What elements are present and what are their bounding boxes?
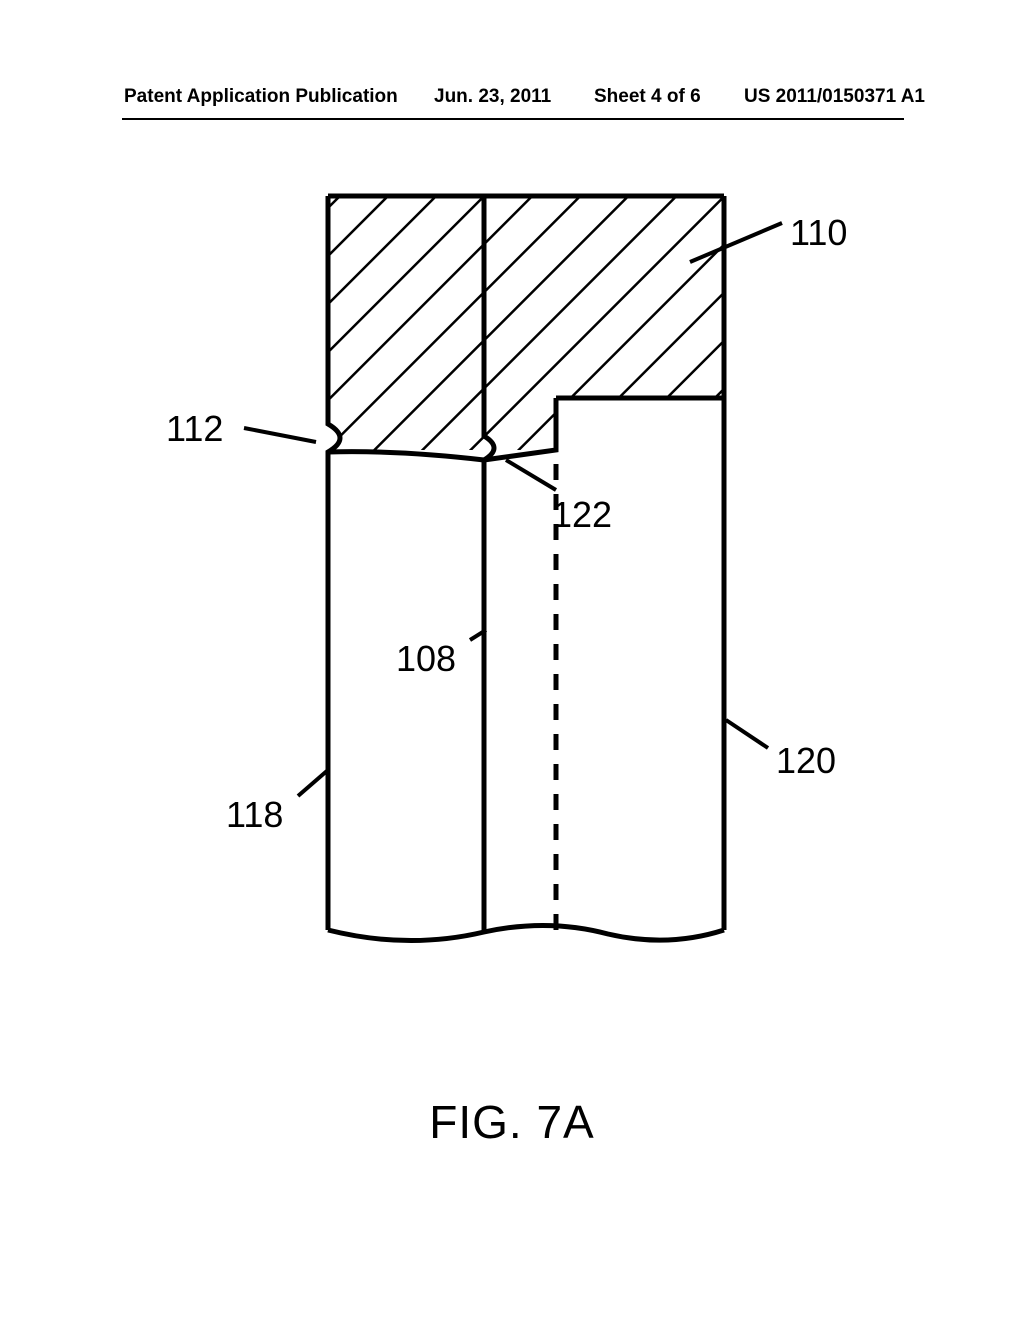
label-122: 122	[552, 494, 612, 536]
header-date: Jun. 23, 2011	[434, 86, 551, 108]
label-108: 108	[396, 638, 456, 680]
header-patent-no: US 2011/0150371 A1	[744, 86, 925, 108]
leader-112	[244, 428, 316, 442]
label-120: 120	[776, 740, 836, 782]
header-publication: Patent Application Publication	[124, 86, 398, 108]
header-sheet: Sheet 4 of 6	[594, 86, 701, 108]
figure-caption: FIG. 7A	[0, 1095, 1024, 1149]
label-118: 118	[226, 794, 283, 836]
patent-header: Patent Application Publication Jun. 23, …	[0, 86, 1024, 114]
edge-bottom-broken	[328, 925, 724, 940]
hatched-region	[328, 196, 724, 450]
figure-svg	[248, 190, 808, 1040]
leader-122	[506, 460, 556, 490]
leader-118	[298, 770, 328, 796]
label-110: 110	[790, 212, 847, 254]
header-rule	[122, 118, 904, 120]
leader-120	[726, 720, 768, 748]
page: Patent Application Publication Jun. 23, …	[0, 0, 1024, 1320]
figure-7a	[248, 190, 808, 1040]
hatched-bottom-left	[328, 452, 484, 460]
label-112: 112	[166, 408, 223, 450]
